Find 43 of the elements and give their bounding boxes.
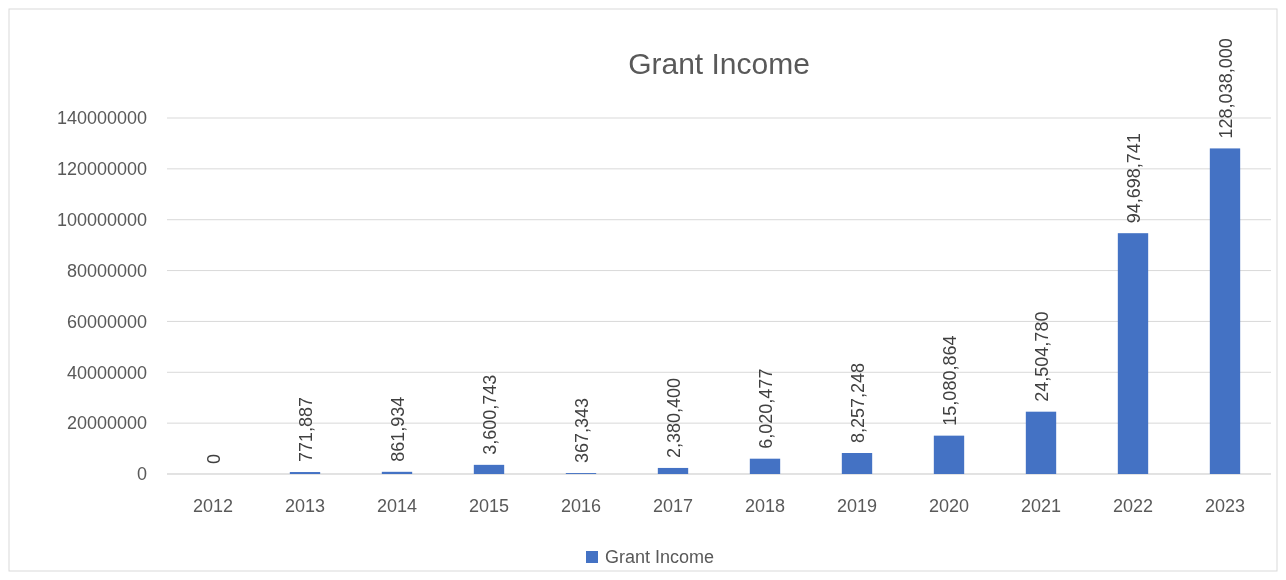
- y-tick-label: 120000000: [56, 159, 147, 180]
- x-tick-label: 2020: [928, 496, 970, 516]
- x-tick-label: 2023: [1204, 496, 1246, 516]
- data-label: 2,380,400: [664, 377, 684, 458]
- data-label: 6,020,477: [756, 368, 776, 449]
- data-label: 0: [204, 453, 224, 464]
- data-label: 15,080,864: [940, 335, 960, 426]
- data-label: 128,038,000: [1216, 38, 1236, 139]
- bar: [749, 458, 781, 474]
- y-tick-label: 0: [136, 464, 147, 485]
- bar: [1209, 148, 1241, 474]
- x-tick-label: 2016: [560, 496, 602, 516]
- x-tick-label: 2018: [744, 496, 786, 516]
- x-tick-label: 2017: [652, 496, 694, 516]
- bar: [381, 471, 413, 474]
- data-label: 94,698,741: [1124, 133, 1144, 224]
- data-label: 24,504,780: [1032, 311, 1052, 402]
- bar: [933, 435, 965, 474]
- x-tick-label: 2022: [1112, 496, 1154, 516]
- legend-label: Grant Income: [605, 547, 715, 568]
- data-label: 861,934: [388, 396, 408, 462]
- y-tick-label: 100000000: [56, 210, 147, 231]
- y-tick-label: 40000000: [66, 362, 147, 383]
- x-tick-label: 2013: [284, 496, 326, 516]
- x-tick-label: 2014: [376, 496, 418, 516]
- data-label: 3,600,743: [480, 374, 500, 455]
- y-tick-label: 60000000: [66, 311, 147, 332]
- x-tick-label: 2021: [1020, 496, 1062, 516]
- y-tick-label: 140000000: [56, 108, 147, 129]
- x-tick-label: 2015: [468, 496, 510, 516]
- bar: [1117, 233, 1149, 474]
- bar: [841, 453, 873, 474]
- data-label: 367,343: [572, 397, 592, 464]
- data-label: 8,257,248: [848, 362, 868, 443]
- x-tick-label: 2019: [836, 496, 878, 516]
- y-tick-label: 80000000: [66, 260, 147, 281]
- bar: [473, 464, 505, 474]
- bar: [1025, 411, 1057, 474]
- x-tick-label: 2012: [192, 496, 234, 516]
- y-tick-label: 20000000: [66, 413, 147, 434]
- bar: [657, 467, 689, 474]
- data-label: 771,887: [296, 396, 316, 463]
- chart-title: Grant Income: [628, 47, 810, 80]
